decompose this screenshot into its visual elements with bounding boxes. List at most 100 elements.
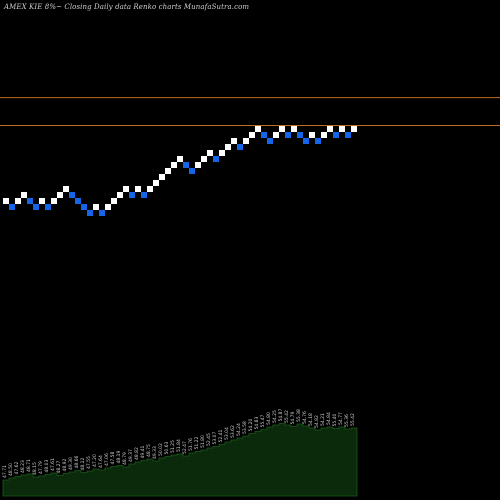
volume-label-47: 55.42 — [284, 410, 290, 423]
volume-label-10: 48.92 — [62, 458, 68, 471]
renko-brick-25 — [153, 180, 159, 186]
renko-brick-36 — [219, 150, 225, 156]
renko-brick-52 — [315, 138, 321, 144]
renko-brick-49 — [297, 132, 303, 138]
volume-label-44: 54.80 — [266, 412, 272, 425]
renko-brick-34 — [207, 150, 213, 156]
renko-brick-13 — [81, 204, 87, 210]
renko-brick-29 — [177, 156, 183, 162]
renko-brick-47 — [285, 132, 291, 138]
renko-brick-19 — [117, 192, 123, 198]
volume-label-58: 55.42 — [350, 413, 356, 426]
volume-label-38: 53.62 — [230, 425, 236, 438]
volume-label-16: 47.64 — [98, 455, 104, 468]
renko-brick-33 — [201, 156, 207, 162]
renko-brick-11 — [69, 192, 75, 198]
volume-label-13: 48.12 — [80, 457, 86, 470]
volume-label-23: 49.41 — [140, 445, 146, 458]
volume-area — [2, 423, 358, 497]
renko-brick-38 — [231, 138, 237, 144]
volume-label-25: 49.33 — [152, 446, 158, 459]
volume-label-6: 47.79 — [38, 461, 44, 474]
volume-label-27: 50.63 — [164, 441, 170, 454]
renko-brick-54 — [327, 126, 333, 132]
volume-label-12: 48.66 — [74, 455, 80, 468]
volume-label-31: 51.76 — [188, 438, 194, 451]
volume-label-40: 53.58 — [242, 421, 248, 434]
renko-brick-17 — [105, 204, 111, 210]
volume-label-5: 48.15 — [32, 462, 38, 475]
volume-label-2: 47.62 — [14, 461, 20, 474]
renko-brick-7 — [45, 204, 51, 210]
renko-brick-18 — [111, 198, 117, 204]
renko-brick-14 — [87, 210, 93, 216]
volume-label-26: 50.02 — [158, 443, 164, 456]
renko-brick-21 — [129, 192, 135, 198]
renko-brick-40 — [243, 138, 249, 144]
volume-label-37: 53.04 — [224, 427, 230, 440]
renko-brick-3 — [21, 192, 27, 198]
volume-label-49: 55.38 — [296, 409, 302, 422]
volume-label-57: 55.36 — [344, 414, 350, 427]
volume-label-39: 54.24 — [236, 423, 242, 436]
volume-label-53: 54.21 — [320, 413, 326, 426]
volume-label-51: 54.18 — [308, 413, 314, 426]
renko-brick-5 — [33, 204, 39, 210]
renko-brick-4 — [27, 198, 33, 204]
renko-brick-22 — [135, 186, 141, 192]
renko-brick-23 — [141, 192, 147, 198]
renko-brick-50 — [303, 138, 309, 144]
volume-label-11: 49.30 — [68, 457, 74, 470]
volume-label-3: 48.23 — [20, 460, 26, 473]
renko-brick-35 — [213, 156, 219, 162]
renko-brick-58 — [351, 126, 357, 132]
volume-label-24: 48.75 — [146, 444, 152, 457]
volume-label-52: 54.82 — [314, 415, 320, 428]
volume-label-45: 54.25 — [272, 410, 278, 423]
volume-label-21: 49.37 — [128, 449, 134, 462]
renko-brick-16 — [99, 210, 105, 216]
renko-brick-0 — [3, 198, 9, 204]
volume-label-9: 48.27 — [56, 460, 62, 473]
volume-label-7: 48.03 — [44, 459, 50, 472]
renko-brick-46 — [279, 126, 285, 132]
volume-label-46: 54.87 — [278, 408, 284, 421]
volume-label-1: 48.50 — [8, 463, 14, 476]
volume-label-20: 48.79 — [122, 452, 128, 465]
renko-brick-28 — [171, 162, 177, 168]
renko-brick-20 — [123, 186, 129, 192]
volume-label-15: 47.20 — [92, 454, 98, 467]
volume-label-14: 47.55 — [86, 456, 92, 469]
volume-label-0: 47.71 — [2, 465, 8, 478]
renko-brick-41 — [249, 132, 255, 138]
renko-brick-10 — [63, 186, 69, 192]
volume-label-54: 54.84 — [326, 412, 332, 425]
renko-brick-44 — [267, 138, 273, 144]
volume-label-36: 52.41 — [218, 429, 224, 442]
renko-brick-37 — [225, 144, 231, 150]
renko-brick-32 — [195, 162, 201, 168]
renko-brick-51 — [309, 132, 315, 138]
volume-label-33: 51.80 — [200, 435, 206, 448]
renko-brick-9 — [57, 192, 63, 198]
volume-label-4: 48.71 — [26, 459, 32, 472]
renko-brick-24 — [147, 186, 153, 192]
renko-brick-30 — [183, 162, 189, 168]
renko-brick-31 — [189, 168, 195, 174]
renko-brick-48 — [291, 126, 297, 132]
renko-brick-27 — [165, 168, 171, 174]
volume-label-8: 47.61 — [50, 458, 56, 471]
renko-brick-6 — [39, 198, 45, 204]
volume-label-28: 51.25 — [170, 440, 176, 453]
renko-brick-43 — [261, 132, 267, 138]
volume-label-42: 54.83 — [254, 416, 260, 429]
renko-brick-56 — [339, 126, 345, 132]
volume-label-19: 48.19 — [116, 450, 122, 463]
renko-brick-15 — [93, 204, 99, 210]
renko-brick-53 — [321, 132, 327, 138]
renko-brick-12 — [75, 198, 81, 204]
volume-label-55: 55.40 — [332, 413, 338, 426]
renko-brick-26 — [159, 174, 165, 180]
